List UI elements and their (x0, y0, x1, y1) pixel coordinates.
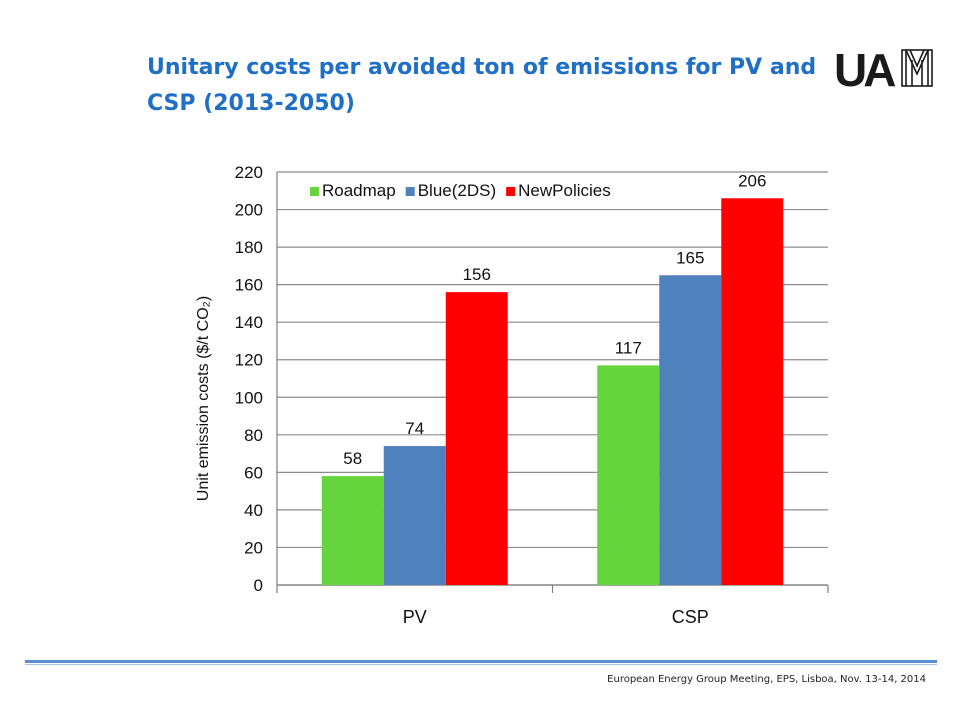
legend-swatch (506, 187, 516, 196)
legend-swatch (310, 187, 319, 196)
y-tick-label: 120 (235, 351, 263, 370)
bar-data-label: 165 (676, 248, 704, 267)
y-tick-label: 220 (235, 163, 263, 182)
y-tick-label: 180 (235, 238, 263, 257)
legend-swatch (405, 187, 415, 196)
uam-logo: UA (832, 44, 936, 96)
bar-data-label: 74 (405, 419, 424, 438)
bar-data-label: 156 (463, 265, 491, 284)
x-tick-label: PV (403, 607, 427, 627)
bar (659, 275, 722, 585)
legend-label: Blue(2DS) (418, 181, 496, 200)
y-tick-label: 40 (244, 501, 263, 520)
legend-label: NewPolicies (518, 181, 611, 200)
y-axis-title: Unit emission costs ($/t CO₂) (195, 296, 212, 501)
bar (597, 365, 660, 585)
y-tick-label: 160 (235, 276, 263, 295)
bar (383, 446, 446, 585)
bar-data-label: 206 (738, 171, 766, 190)
legend-label: Roadmap (322, 181, 396, 200)
svg-text:UA: UA (834, 44, 895, 92)
bar (445, 292, 508, 585)
bar (721, 198, 784, 586)
footer-divider (25, 660, 937, 663)
y-tick-label: 20 (244, 538, 263, 557)
footer-text: European Energy Group Meeting, EPS, Lisb… (607, 674, 926, 685)
footer-divider-light (25, 664, 937, 665)
y-tick-label: 0 (254, 576, 263, 595)
y-tick-label: 200 (235, 201, 263, 220)
y-tick-label: 140 (235, 313, 263, 332)
bar-chart: 0 20 40 60 80 100 120 140 160 180 200 220 58 74 156 PV 1… (180, 150, 860, 640)
y-tick-label: 60 (244, 463, 263, 482)
bar-data-label: 58 (343, 449, 362, 468)
y-tick-label: 100 (235, 388, 263, 407)
bar-data-label: 117 (615, 338, 642, 357)
y-tick-label: 80 (244, 426, 263, 445)
slide-title: Unitary costs per avoided ton of emissio… (147, 55, 817, 116)
bar-chart-svg: 0 20 40 60 80 100 120 140 160 180 200 220 58 74 156 PV 1… (195, 163, 829, 627)
x-tick-label: CSP (672, 607, 709, 627)
bar (321, 476, 384, 585)
